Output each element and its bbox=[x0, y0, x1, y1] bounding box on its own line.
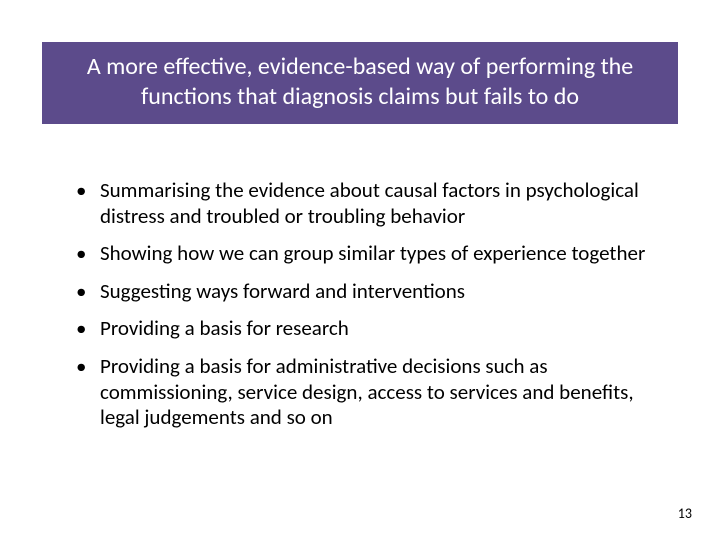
list-item: Providing a basis for research bbox=[72, 316, 662, 342]
bullet-text: Providing a basis for administrative dec… bbox=[100, 353, 634, 430]
bullet-text: Summarising the evidence about causal fa… bbox=[100, 177, 639, 229]
bullet-list: Summarising the evidence about causal fa… bbox=[72, 178, 662, 443]
title-box: A more effective, evidence-based way of … bbox=[42, 42, 678, 124]
slide-title: A more effective, evidence-based way of … bbox=[87, 52, 633, 111]
list-item: Summarising the evidence about causal fa… bbox=[72, 178, 662, 229]
bullet-text: Providing a basis for research bbox=[100, 315, 349, 341]
bullet-text: Suggesting ways forward and intervention… bbox=[100, 278, 465, 304]
bullet-text: Showing how we can group similar types o… bbox=[100, 240, 645, 266]
list-item: Suggesting ways forward and intervention… bbox=[72, 279, 662, 305]
slide: A more effective, evidence-based way of … bbox=[0, 0, 720, 540]
list-item: Showing how we can group similar types o… bbox=[72, 241, 662, 267]
page-number: 13 bbox=[678, 505, 692, 522]
list-item: Providing a basis for administrative dec… bbox=[72, 354, 662, 431]
